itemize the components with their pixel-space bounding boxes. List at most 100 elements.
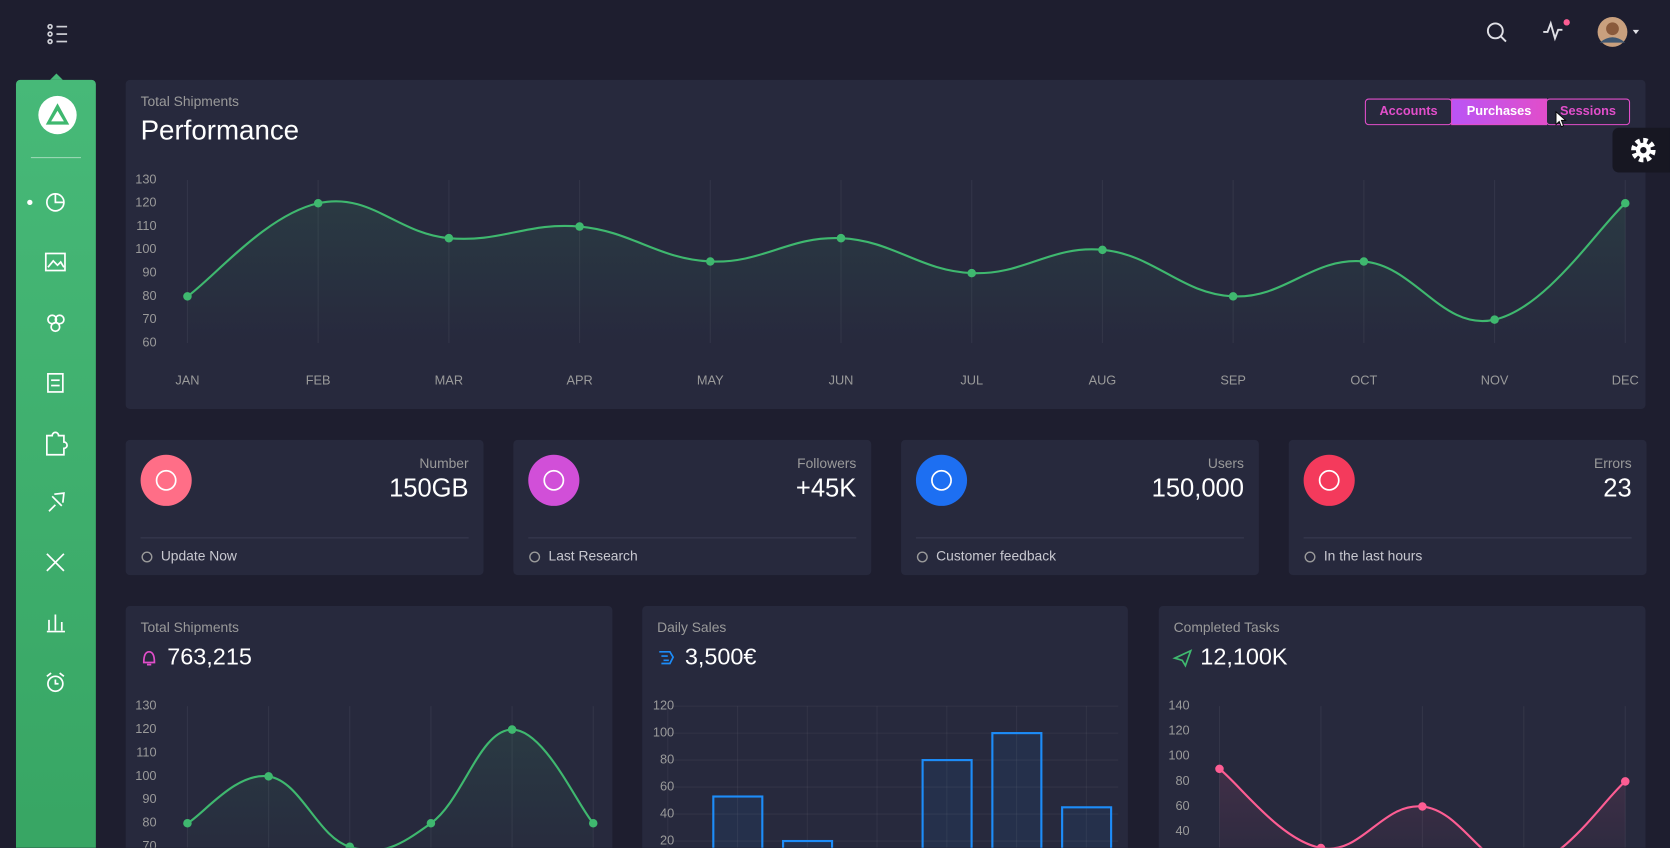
gear-icon[interactable]: [1631, 137, 1656, 163]
point: [836, 233, 846, 243]
point: [588, 819, 598, 828]
nav-notifications[interactable]: [47, 372, 64, 393]
tab-button[interactable]: [1545, 98, 1631, 126]
sidebar-icons: [27, 192, 68, 693]
y-tick-label: 80: [142, 288, 156, 303]
y-tick-label: 60: [142, 334, 156, 349]
card-title: 3,500€: [685, 643, 757, 669]
user-avatar[interactable]: [1597, 17, 1640, 47]
y-tick-label: 100: [1168, 748, 1189, 763]
stat-icon: [915, 454, 968, 506]
stat-footer-icon: [141, 551, 153, 563]
x-tick-label: APR: [566, 373, 592, 388]
y-tick-label: 20: [660, 832, 674, 847]
point: [706, 257, 715, 266]
stat-footer-icon: [916, 551, 928, 563]
x-tick-label: SEP: [1220, 373, 1246, 388]
nav-charts[interactable]: [46, 614, 65, 633]
nav-tools[interactable]: [46, 553, 65, 572]
y-tick-label: 130: [135, 171, 156, 186]
y-tick-label: 100: [653, 724, 674, 739]
nav-pin[interactable]: [48, 492, 65, 512]
activity-icon[interactable]: [1543, 19, 1570, 42]
stat-card: [125, 439, 484, 576]
line: [186, 200, 1626, 323]
point: [967, 268, 976, 278]
tab-label[interactable]: Sessions: [1560, 103, 1616, 118]
stat-label: Users: [1208, 455, 1244, 471]
delivery-icon: [659, 650, 675, 665]
point: [1098, 245, 1107, 255]
bar: [1061, 806, 1113, 848]
y-tick-label: 120: [1168, 723, 1189, 738]
nav-maps[interactable]: [47, 314, 65, 333]
y-tick-label: 120: [135, 195, 156, 210]
mouse-cursor: [1555, 110, 1567, 128]
stat-footer-icon: [529, 551, 541, 563]
stat-footer: Customer feedback: [936, 548, 1056, 564]
active-dot: [27, 199, 33, 206]
nav-icons[interactable]: [44, 252, 66, 272]
point: [345, 842, 355, 848]
point: [313, 199, 323, 208]
nav-user[interactable]: [46, 431, 68, 456]
stat-footer: In the last hours: [1324, 548, 1422, 564]
x-tick-label: FEB: [306, 373, 331, 388]
stat-footer: Update Now: [161, 548, 238, 564]
stat-card: [513, 439, 872, 576]
x-tick-label: AUG: [1089, 373, 1117, 388]
x-tick-label: DEC: [1612, 373, 1639, 388]
y-tick-label: 140: [1168, 698, 1189, 713]
y-tick-label: 80: [660, 751, 674, 766]
tab-button[interactable]: [1451, 98, 1547, 126]
point: [1316, 843, 1326, 848]
line-area: [187, 201, 1626, 343]
card-subtitle: Completed Tasks: [1174, 619, 1280, 635]
y-tick-label: 130: [135, 698, 156, 713]
y-tick-label: 90: [142, 264, 156, 279]
card-subtitle: Daily Sales: [657, 619, 726, 635]
bar: [921, 759, 973, 848]
point: [1228, 292, 1238, 301]
nav-dashboard[interactable]: [46, 192, 65, 212]
y-tick-label: 40: [660, 805, 674, 820]
point: [1621, 777, 1630, 786]
y-tick-label: 70: [142, 838, 156, 848]
nav-alarm[interactable]: [46, 672, 65, 693]
stat-icon-glyph: [1318, 469, 1340, 491]
y-tick-label: 60: [1175, 798, 1189, 813]
send-icon: [1172, 649, 1193, 668]
line-area: [187, 729, 594, 848]
bar: [991, 732, 1043, 848]
stat-icon: [528, 454, 580, 506]
point: [575, 222, 584, 231]
sidebar: [15, 79, 96, 848]
bar: [782, 839, 834, 848]
point: [1418, 802, 1427, 811]
bell-icon: [142, 650, 156, 666]
card-subtitle: Total Shipments: [141, 93, 239, 109]
y-tick-label: 80: [142, 815, 156, 830]
point: [1215, 764, 1224, 774]
x-tick-label: MAY: [697, 373, 724, 388]
tab-label[interactable]: Purchases: [1467, 103, 1532, 118]
point: [1359, 257, 1369, 266]
sales-card: [642, 606, 1128, 848]
point: [183, 292, 192, 301]
y-tick-label: 120: [135, 721, 156, 736]
search-icon[interactable]: [1486, 22, 1507, 43]
stat-icon: [140, 454, 192, 506]
stat-value: 150GB: [389, 475, 469, 503]
stat-value: +45K: [796, 475, 856, 503]
sidebar-caret: [50, 73, 63, 80]
menu-toggle[interactable]: [47, 23, 68, 45]
y-tick-label: 70: [142, 311, 156, 326]
y-tick-label: 110: [136, 744, 156, 759]
point: [183, 819, 192, 828]
sidebar-logo[interactable]: [38, 95, 77, 135]
stat-label: Followers: [797, 455, 856, 471]
tab-label[interactable]: Accounts: [1379, 103, 1437, 118]
card-title: 763,215: [167, 643, 252, 669]
